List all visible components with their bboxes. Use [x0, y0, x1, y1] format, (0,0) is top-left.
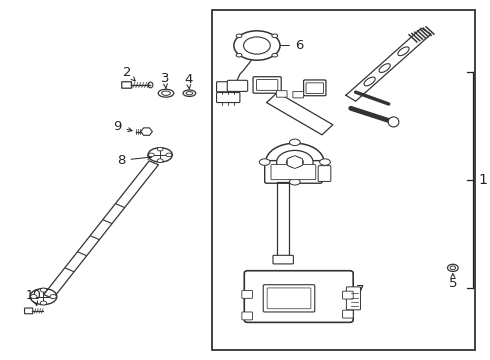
FancyBboxPatch shape: [343, 310, 353, 318]
Polygon shape: [267, 93, 333, 135]
FancyBboxPatch shape: [293, 91, 304, 98]
FancyBboxPatch shape: [217, 82, 240, 92]
Ellipse shape: [40, 301, 47, 305]
FancyBboxPatch shape: [256, 80, 278, 90]
Ellipse shape: [30, 294, 37, 298]
Ellipse shape: [158, 89, 174, 97]
Ellipse shape: [379, 64, 390, 72]
FancyBboxPatch shape: [227, 80, 247, 91]
Ellipse shape: [50, 294, 56, 298]
Ellipse shape: [236, 34, 242, 38]
Ellipse shape: [290, 179, 300, 185]
Bar: [212, 10, 475, 350]
Text: 6: 6: [262, 39, 303, 52]
Ellipse shape: [447, 264, 458, 271]
Ellipse shape: [40, 288, 47, 292]
FancyBboxPatch shape: [267, 288, 311, 309]
Ellipse shape: [319, 159, 330, 165]
Ellipse shape: [398, 47, 409, 56]
Ellipse shape: [157, 159, 163, 162]
Ellipse shape: [290, 139, 300, 145]
Polygon shape: [277, 182, 289, 259]
Ellipse shape: [364, 77, 375, 86]
FancyBboxPatch shape: [24, 308, 33, 314]
FancyBboxPatch shape: [304, 80, 326, 96]
Text: 1: 1: [479, 173, 488, 187]
Polygon shape: [346, 28, 431, 101]
Ellipse shape: [244, 37, 270, 54]
FancyBboxPatch shape: [318, 166, 331, 181]
FancyBboxPatch shape: [245, 271, 353, 322]
Text: 5: 5: [449, 274, 457, 291]
FancyBboxPatch shape: [273, 255, 294, 264]
FancyBboxPatch shape: [265, 161, 322, 183]
FancyBboxPatch shape: [346, 287, 361, 310]
Ellipse shape: [286, 157, 303, 167]
FancyBboxPatch shape: [242, 291, 252, 298]
Text: 7: 7: [312, 284, 364, 297]
Ellipse shape: [234, 31, 280, 60]
FancyBboxPatch shape: [242, 312, 252, 320]
Ellipse shape: [272, 34, 278, 38]
Ellipse shape: [266, 143, 324, 181]
Ellipse shape: [157, 147, 163, 151]
FancyBboxPatch shape: [343, 291, 353, 299]
Ellipse shape: [450, 266, 456, 270]
Ellipse shape: [148, 82, 153, 88]
Ellipse shape: [186, 91, 193, 95]
FancyBboxPatch shape: [122, 82, 131, 88]
Ellipse shape: [388, 117, 399, 127]
Ellipse shape: [148, 153, 154, 157]
FancyBboxPatch shape: [306, 83, 323, 94]
Ellipse shape: [148, 148, 172, 162]
Text: 2: 2: [123, 66, 135, 81]
Text: 10: 10: [26, 289, 42, 305]
FancyBboxPatch shape: [253, 77, 281, 93]
Ellipse shape: [183, 90, 196, 96]
Text: 9: 9: [113, 121, 132, 134]
FancyBboxPatch shape: [263, 285, 315, 312]
FancyBboxPatch shape: [276, 91, 287, 97]
Ellipse shape: [30, 288, 57, 305]
Ellipse shape: [272, 53, 278, 57]
FancyBboxPatch shape: [217, 93, 240, 103]
Ellipse shape: [259, 159, 270, 165]
Ellipse shape: [162, 91, 171, 95]
FancyBboxPatch shape: [271, 165, 316, 180]
Ellipse shape: [236, 53, 242, 57]
Ellipse shape: [166, 153, 172, 157]
Text: 8: 8: [117, 154, 151, 167]
Text: 4: 4: [184, 73, 193, 89]
Text: 3: 3: [161, 72, 169, 88]
Ellipse shape: [277, 150, 313, 174]
Polygon shape: [44, 161, 158, 298]
